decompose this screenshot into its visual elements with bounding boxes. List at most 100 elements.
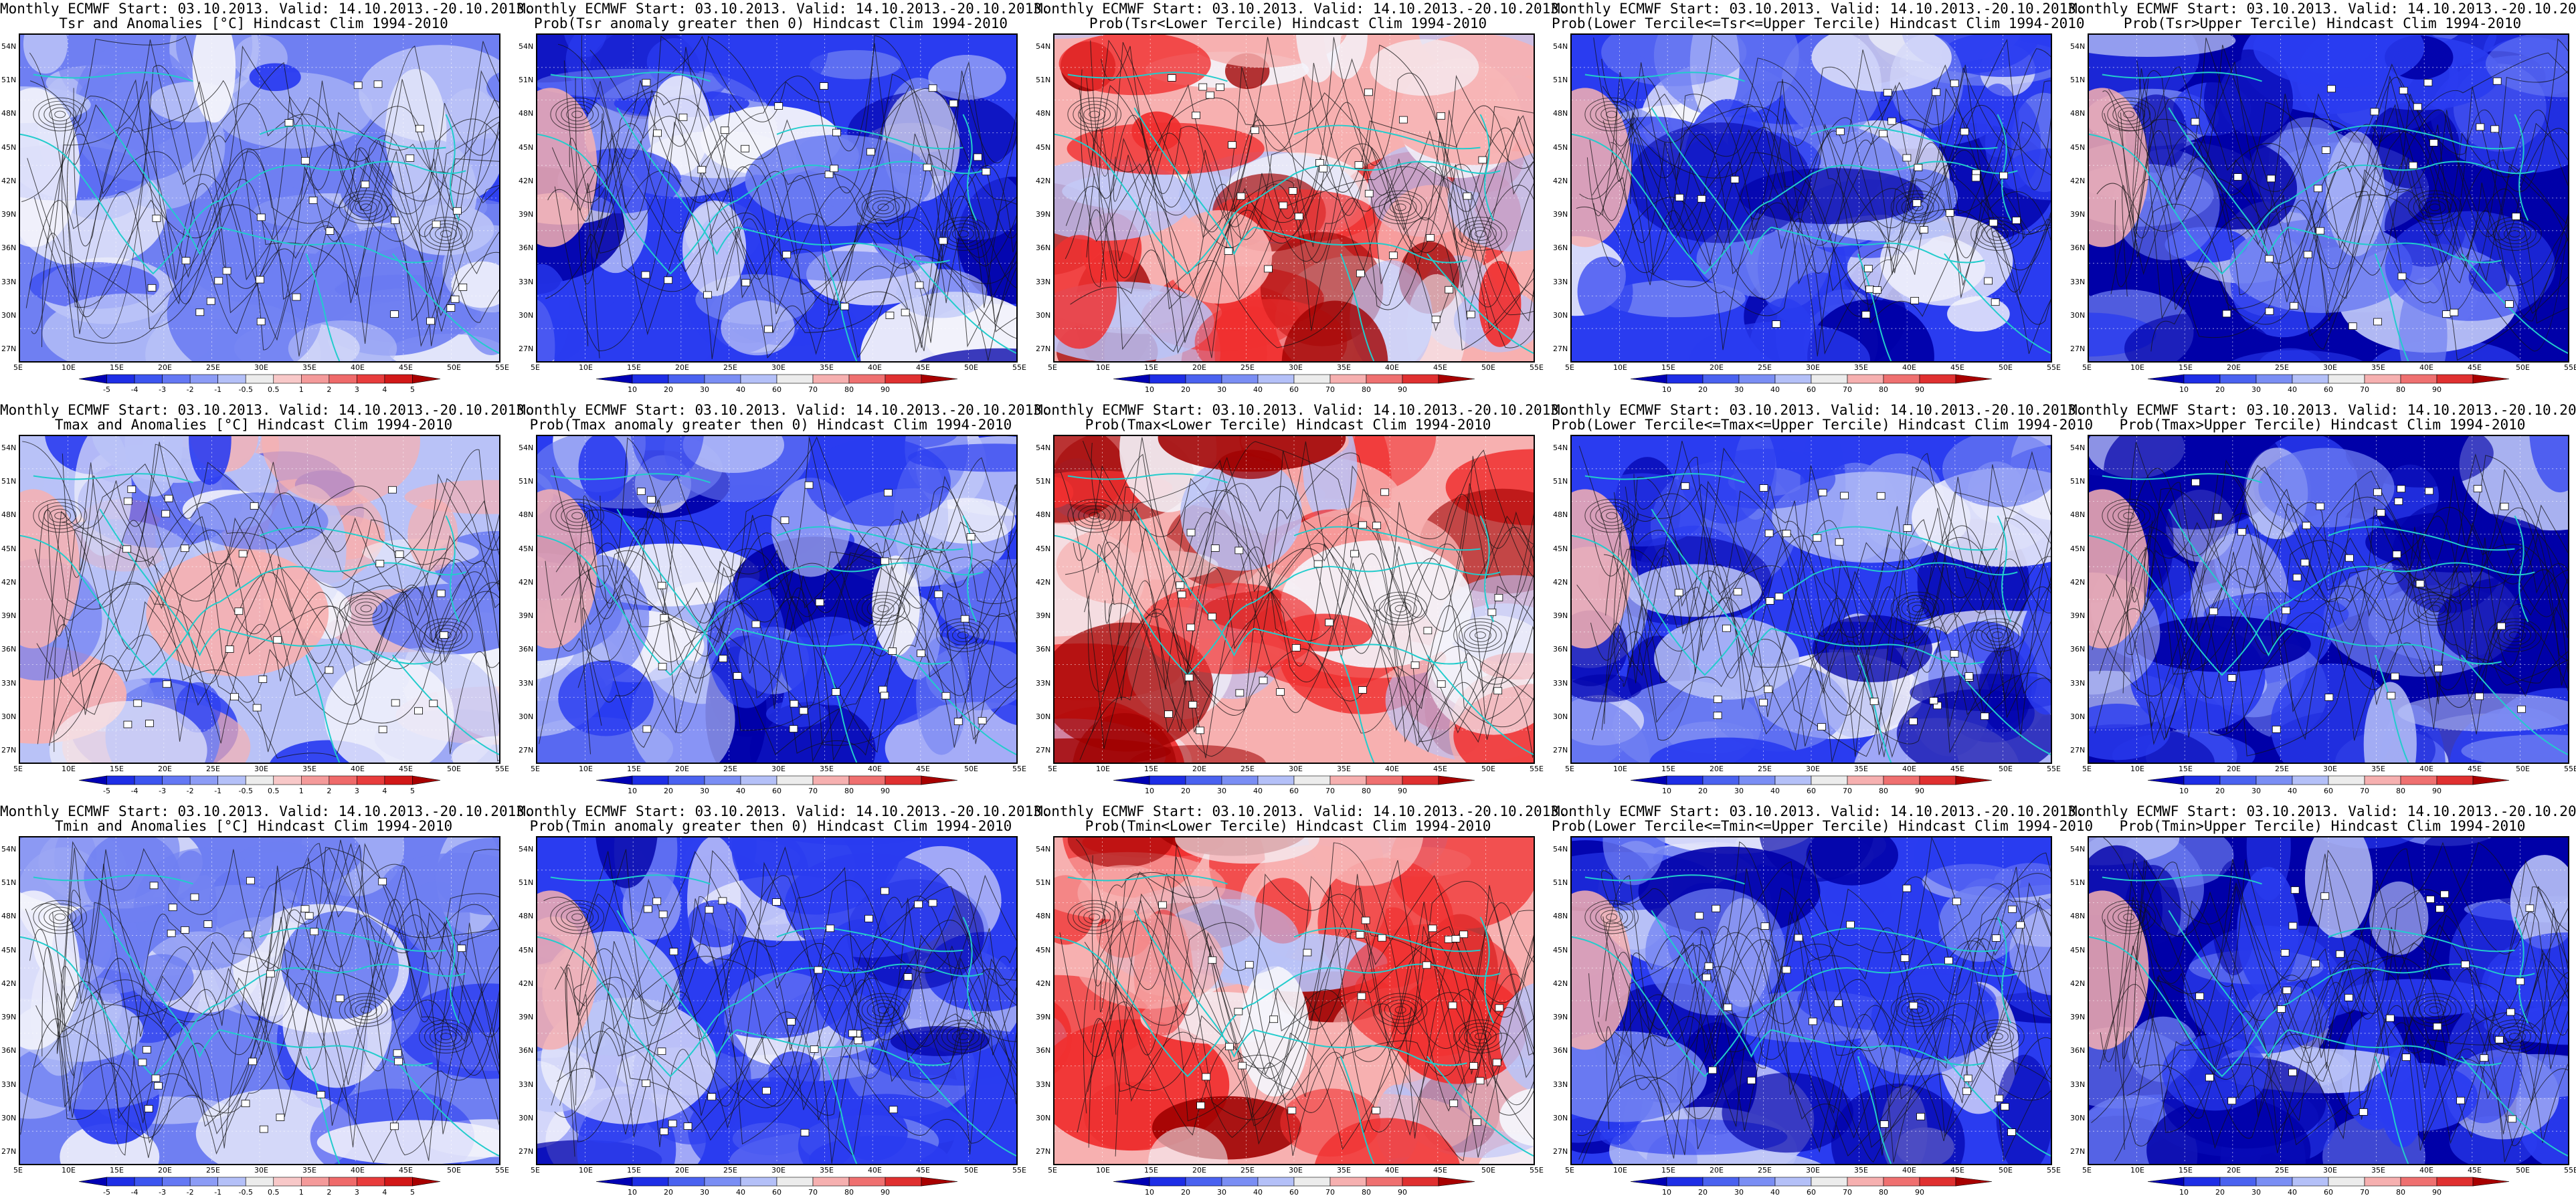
latitude-label: 42N bbox=[1036, 176, 1051, 185]
station-marker bbox=[1350, 550, 1359, 558]
field-patch bbox=[648, 76, 711, 175]
colorbar-tick-label: 20 bbox=[1181, 787, 1190, 795]
latitude-label: 33N bbox=[519, 277, 534, 286]
map-panel-tsr-prob-middle: Monthly ECMWF Start: 03.10.2013. Valid: … bbox=[1552, 0, 2085, 401]
contour-line bbox=[1091, 922, 1534, 1092]
contour-line bbox=[2104, 63, 2568, 302]
contour-line bbox=[566, 508, 589, 523]
station-marker bbox=[252, 704, 262, 712]
station-marker bbox=[1167, 74, 1176, 82]
station-marker bbox=[203, 920, 213, 928]
longitude-label: 10E bbox=[579, 765, 593, 773]
coastline bbox=[1770, 963, 2018, 1004]
colorbar-segment bbox=[1221, 374, 1259, 384]
longitude-label: 30E bbox=[1806, 765, 1820, 773]
longitude-label: 55E bbox=[495, 765, 509, 773]
station-marker bbox=[644, 905, 652, 913]
colorbar-tick-label: 10 bbox=[1662, 1188, 1671, 1197]
contour-line bbox=[1469, 628, 1491, 642]
colorbar-tick-label: 20 bbox=[1698, 787, 1708, 795]
colorbar-segment bbox=[189, 775, 218, 785]
colorbar-prob: 10 20 30 40 60 70 80 90 bbox=[1100, 1177, 1488, 1197]
contour-line bbox=[1586, 72, 2051, 355]
station-marker bbox=[2290, 302, 2298, 310]
station-marker bbox=[953, 718, 963, 725]
colorbar-segment bbox=[2219, 1177, 2257, 1187]
colorbar-tick-label: 70 bbox=[1325, 787, 1335, 795]
longitude-label: 15E bbox=[1144, 1166, 1158, 1175]
station-marker bbox=[1794, 934, 1803, 942]
colorbar-tick-label: 70 bbox=[2360, 787, 2369, 795]
station-marker bbox=[2394, 498, 2403, 505]
contour-line bbox=[561, 505, 594, 526]
colorbar-segment bbox=[106, 374, 135, 384]
coastline bbox=[737, 627, 950, 665]
coastline bbox=[2089, 133, 2289, 275]
station-marker bbox=[1192, 111, 1200, 119]
longitude-label: 40E bbox=[1902, 363, 1916, 372]
coastline bbox=[909, 654, 1016, 755]
station-marker bbox=[273, 636, 282, 644]
station-marker bbox=[2001, 1103, 2009, 1110]
station-marker bbox=[799, 707, 808, 715]
colorbar-tick-label: 40 bbox=[1770, 1188, 1780, 1197]
station-marker bbox=[1903, 524, 1912, 532]
contour-line bbox=[2498, 625, 2531, 645]
contour-line bbox=[941, 1023, 985, 1050]
contour-line bbox=[1581, 927, 2051, 1164]
colorbar-segment bbox=[2364, 374, 2401, 384]
longitude-label: 35E bbox=[2371, 1166, 2385, 1175]
station-marker bbox=[782, 251, 792, 259]
field-patch bbox=[1389, 837, 1534, 929]
colorbar-segment bbox=[632, 1177, 669, 1187]
contour-line bbox=[2423, 200, 2446, 215]
longitude-label: 35E bbox=[820, 363, 834, 372]
contour-line bbox=[1901, 598, 1934, 619]
contour-line bbox=[55, 462, 499, 734]
station-marker bbox=[1879, 1120, 1889, 1128]
latitude-label: 48N bbox=[1036, 109, 1051, 118]
contour-line bbox=[25, 864, 499, 1134]
station-marker bbox=[1184, 674, 1194, 682]
field-patch bbox=[707, 577, 786, 708]
contour-line bbox=[1089, 913, 1101, 921]
station-marker bbox=[1313, 560, 1323, 568]
station-marker bbox=[1288, 187, 1297, 195]
longitude-label: 35E bbox=[1337, 1166, 1351, 1175]
coastline bbox=[259, 526, 446, 551]
longitude-label: 20E bbox=[158, 765, 172, 773]
field-patch bbox=[703, 350, 749, 361]
latitude-label: 33N bbox=[1, 678, 17, 688]
contour-line bbox=[1970, 1019, 2025, 1054]
station-marker bbox=[1960, 128, 1969, 136]
colorbar-segment bbox=[1221, 775, 1259, 785]
coastline bbox=[2328, 927, 2515, 952]
colorbar-segment bbox=[412, 775, 441, 785]
colorbar-tick-label: -3 bbox=[159, 1188, 166, 1197]
contour-line bbox=[1991, 230, 2003, 238]
contour-line bbox=[1987, 1029, 2009, 1043]
contour-line bbox=[1083, 107, 1106, 122]
contour-line bbox=[581, 35, 1016, 295]
colorbar-tick-label: 60 bbox=[2324, 385, 2333, 394]
contour-line bbox=[1589, 66, 2051, 275]
colorbar-segment bbox=[1149, 775, 1186, 785]
longitude-label: 45E bbox=[2468, 765, 2482, 773]
latitude-label: 45N bbox=[1036, 142, 1051, 152]
longitude-label: 50E bbox=[2516, 765, 2530, 773]
station-marker bbox=[1423, 627, 1433, 635]
colorbar-tick-label: 70 bbox=[2360, 1188, 2369, 1197]
field-patch bbox=[1073, 713, 1177, 763]
contour-line bbox=[1474, 1033, 1486, 1041]
colorbar-prob: 10 20 30 40 60 70 80 90 bbox=[2134, 374, 2522, 394]
latitude-label: 48N bbox=[2070, 109, 2086, 118]
station-marker bbox=[1760, 922, 1770, 930]
station-marker bbox=[2209, 607, 2218, 615]
colorbar-tick-label: 10 bbox=[2179, 787, 2189, 795]
colorbar-tick-label: 5 bbox=[410, 385, 415, 394]
station-marker bbox=[250, 502, 259, 510]
longitude-label: 30E bbox=[1806, 1166, 1820, 1175]
contour-line bbox=[2115, 858, 2568, 1146]
station-marker bbox=[2450, 308, 2459, 316]
station-marker bbox=[161, 510, 171, 518]
